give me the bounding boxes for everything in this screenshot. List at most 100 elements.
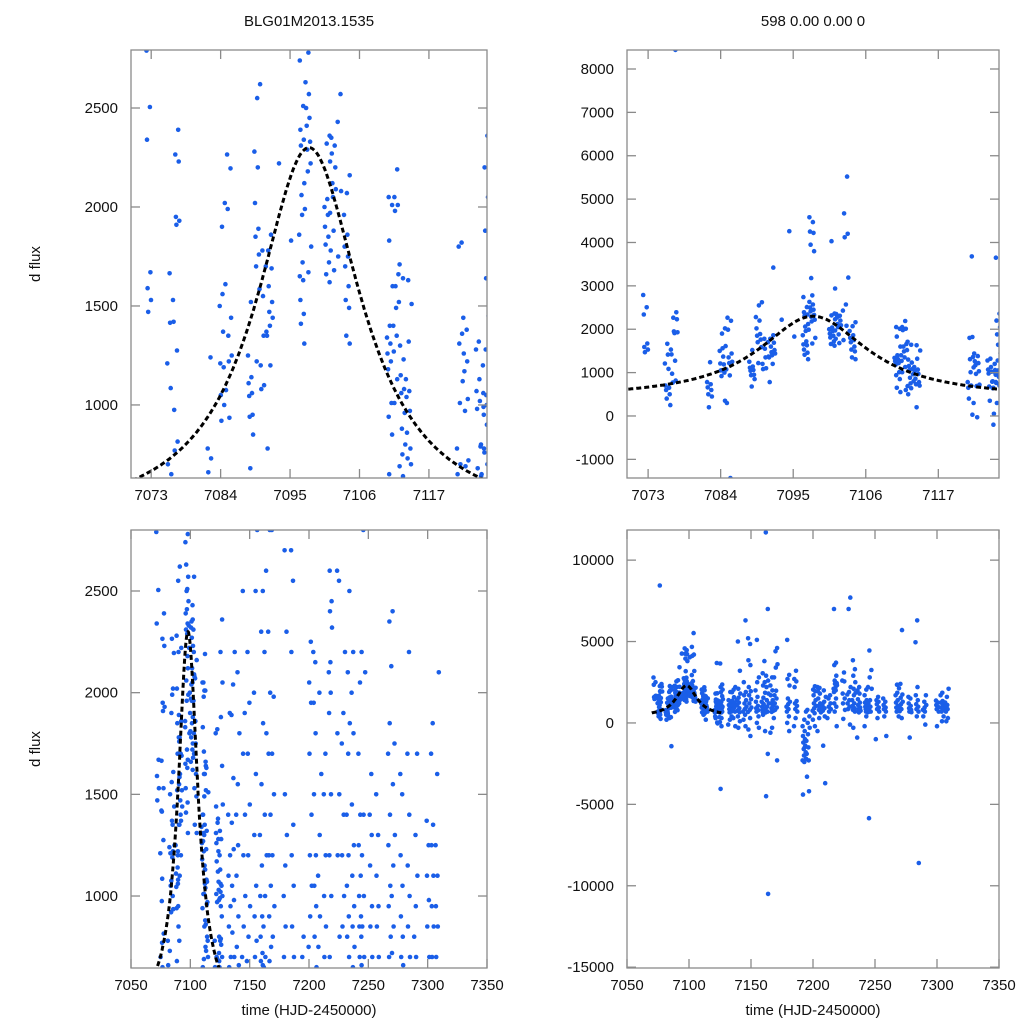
data-point bbox=[984, 413, 989, 418]
data-point bbox=[302, 206, 308, 212]
data-point bbox=[190, 714, 196, 720]
data-point bbox=[898, 389, 903, 395]
x-tick-label: 7095 bbox=[273, 487, 306, 504]
data-point bbox=[834, 311, 839, 317]
data-point bbox=[983, 244, 988, 249]
y-tick-label: 0 bbox=[606, 715, 614, 732]
data-point bbox=[346, 305, 352, 311]
data-point bbox=[737, 668, 743, 674]
data-point bbox=[296, 232, 302, 237]
data-point bbox=[281, 954, 287, 960]
data-point bbox=[667, 106, 672, 111]
data-point bbox=[864, 687, 869, 692]
data-point bbox=[241, 853, 246, 858]
data-point bbox=[464, 327, 470, 333]
data-point bbox=[415, 873, 420, 878]
data-point bbox=[173, 214, 179, 220]
data-point bbox=[291, 954, 297, 960]
data-point bbox=[690, 653, 695, 659]
data-point bbox=[148, 297, 154, 303]
data-point bbox=[306, 91, 312, 97]
data-point bbox=[762, 346, 768, 352]
data-point bbox=[922, 709, 928, 714]
data-point bbox=[820, 702, 825, 708]
data-point bbox=[178, 818, 184, 824]
data-point bbox=[714, 660, 720, 666]
data-point bbox=[228, 315, 234, 321]
data-point bbox=[386, 471, 392, 477]
data-point bbox=[725, 327, 731, 333]
data-point bbox=[213, 830, 219, 836]
data-point bbox=[299, 212, 305, 218]
data-point bbox=[784, 720, 790, 726]
data-point bbox=[218, 361, 223, 366]
data-point bbox=[669, 371, 675, 377]
data-point bbox=[321, 893, 327, 899]
data-point bbox=[628, 363, 633, 368]
data-point bbox=[200, 964, 206, 968]
data-point bbox=[812, 723, 818, 729]
data-point bbox=[311, 649, 316, 655]
data-point bbox=[246, 934, 251, 939]
data-point bbox=[787, 228, 792, 234]
data-point bbox=[329, 893, 334, 899]
data-point bbox=[840, 308, 846, 313]
x-tick-label: 7200 bbox=[796, 977, 829, 994]
data-point bbox=[908, 385, 914, 391]
data-points bbox=[144, 50, 989, 478]
data-point bbox=[190, 755, 196, 760]
data-point bbox=[237, 731, 242, 736]
data-point bbox=[769, 709, 774, 715]
data-point bbox=[228, 954, 234, 960]
data-point bbox=[269, 299, 275, 305]
data-point bbox=[398, 771, 403, 777]
data-point bbox=[792, 334, 797, 339]
data-point bbox=[323, 751, 328, 756]
data-point bbox=[894, 385, 900, 391]
data-point bbox=[760, 366, 766, 372]
data-point bbox=[349, 802, 355, 807]
data-point bbox=[323, 272, 329, 277]
data-point bbox=[763, 793, 769, 799]
data-point bbox=[177, 218, 182, 224]
data-point bbox=[352, 944, 357, 950]
data-point bbox=[805, 707, 810, 713]
data-point bbox=[173, 152, 178, 157]
data-point bbox=[426, 897, 432, 903]
data-point bbox=[389, 432, 395, 437]
data-point bbox=[159, 876, 165, 881]
data-point bbox=[335, 254, 341, 259]
data-point bbox=[811, 693, 816, 698]
data-point bbox=[944, 719, 949, 724]
data-point bbox=[544, 331, 549, 336]
data-point bbox=[226, 359, 232, 364]
data-point bbox=[361, 812, 366, 817]
data-point bbox=[373, 792, 379, 797]
data-point bbox=[805, 732, 811, 737]
data-point bbox=[807, 229, 813, 234]
data-point bbox=[333, 186, 339, 192]
data-point bbox=[825, 715, 830, 721]
data-point bbox=[235, 842, 241, 848]
data-point bbox=[398, 853, 403, 858]
data-point bbox=[147, 104, 153, 110]
data-point bbox=[853, 320, 858, 325]
data-point bbox=[832, 343, 837, 349]
data-point bbox=[855, 697, 861, 702]
panel-top-left: 7073 7084 7095 7106 7117 1000 1500 2000 2500 BLG0… bbox=[27, 13, 989, 504]
data-point bbox=[658, 689, 663, 695]
data-point bbox=[218, 903, 224, 909]
data-point bbox=[747, 641, 753, 647]
data-point bbox=[256, 252, 262, 257]
data-point bbox=[232, 954, 237, 960]
data-point bbox=[327, 159, 333, 164]
data-point bbox=[671, 315, 676, 321]
data-point bbox=[842, 696, 847, 701]
data-point bbox=[174, 348, 180, 353]
data-point bbox=[863, 96, 868, 101]
data-point bbox=[481, 412, 487, 418]
data-point bbox=[959, 215, 964, 220]
data-point bbox=[902, 364, 908, 370]
data-point bbox=[893, 324, 899, 330]
data-point bbox=[642, 344, 647, 350]
